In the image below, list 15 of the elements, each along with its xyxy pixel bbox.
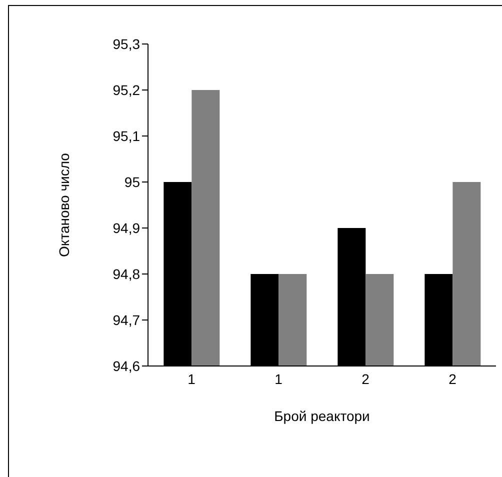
y-tick-label: 95,3 bbox=[112, 36, 140, 52]
x-tick-label: 1 bbox=[274, 370, 283, 387]
x-tick-label: 2 bbox=[362, 370, 370, 387]
y-tick-label: 94,6 bbox=[112, 358, 140, 374]
y-tick-label: 94,8 bbox=[112, 266, 140, 282]
y-axis-title: Октаново число bbox=[56, 152, 72, 257]
chart-frame: 1 1 2 2 Брой реактори 94,6 94,7 94,8 94,9 95 95,1 95,2 95,3 Октаново число bbox=[8, 5, 502, 477]
x-axis-title: Брой реактори bbox=[274, 408, 370, 424]
x-tick-label: 1 bbox=[188, 370, 196, 387]
y-tick-label: 95,2 bbox=[112, 82, 140, 98]
x-tick-label: 2 bbox=[448, 370, 457, 387]
y-tick-label: 95 bbox=[124, 174, 140, 190]
y-tick-label: 95,1 bbox=[112, 128, 140, 144]
y-tick-label: 94,7 bbox=[112, 312, 140, 328]
y-tick-label: 94,9 bbox=[112, 220, 140, 236]
